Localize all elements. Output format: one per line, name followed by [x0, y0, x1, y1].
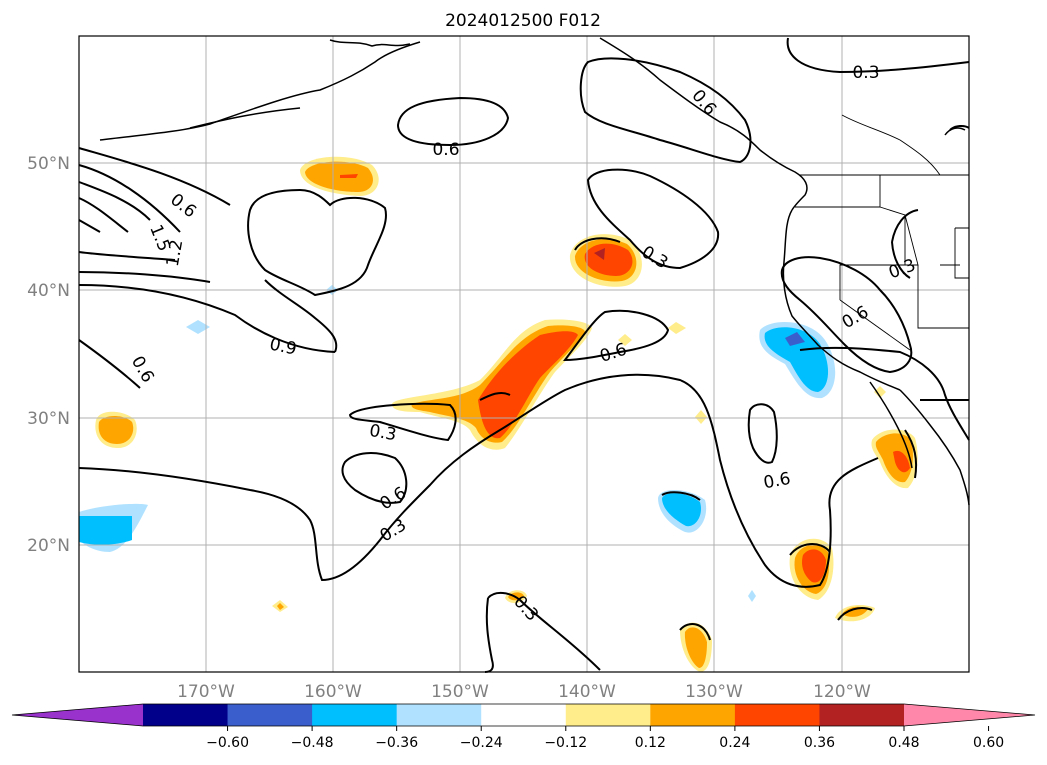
colorbar-tick-label: 0.36	[804, 735, 835, 751]
colorbar-segment	[481, 704, 567, 726]
colorbar-segment	[227, 704, 313, 726]
state-borders	[795, 114, 969, 351]
contour-label: 0.3	[852, 63, 879, 83]
colorbar-tick-label: −0.36	[375, 735, 418, 751]
colorbar-segment	[650, 704, 736, 726]
lon-label-120w: 120°W	[813, 682, 871, 702]
contour-label: 0.6	[762, 469, 792, 493]
lat-label-50n: 50°N	[27, 154, 70, 174]
positive-anomaly-140w	[569, 234, 642, 287]
colorbar-segment	[819, 704, 905, 726]
lon-label-160w: 160°W	[304, 682, 362, 702]
colorbar: −0.60 −0.48 −0.36 −0.24 −0.12 0.12 0.24 0.36 0.4…	[11, 703, 1036, 751]
colorbar-tick-label: 0.24	[719, 735, 750, 751]
colorbar-extend-low	[12, 704, 143, 726]
map-frame	[78, 35, 970, 673]
colorbar-segment	[143, 704, 229, 726]
colorbar-tick-label: −0.12	[544, 735, 587, 751]
colorbar-extend-high	[904, 704, 1035, 726]
lon-label-130w: 130°W	[685, 682, 743, 702]
figure-title: 2024012500 F012	[445, 11, 601, 31]
positive-anomaly-18n-122w	[789, 538, 834, 600]
lon-label-140w: 140°W	[558, 682, 616, 702]
lon-label-150w: 150°W	[431, 682, 489, 702]
colorbar-segment	[565, 704, 651, 726]
negative-anomaly-coast	[759, 321, 836, 399]
contour-lines	[78, 37, 970, 673]
lat-label-20n: 20°N	[27, 536, 70, 556]
contour-label: 1.2	[163, 238, 187, 268]
colorbar-tick-label: −0.48	[291, 735, 334, 751]
positive-anomaly-28n-175w	[95, 411, 137, 448]
negative-anomaly-20n-180	[79, 503, 148, 552]
colorbar-segment	[312, 704, 398, 726]
contour-label: 0.6	[432, 140, 459, 160]
positive-anomaly-baja	[871, 429, 918, 489]
coastlines	[99, 37, 970, 506]
contour-label: 0.3	[368, 421, 398, 445]
lat-label-40n: 40°N	[27, 281, 70, 301]
colorbar-tick-label: −0.60	[206, 735, 249, 751]
positive-anomaly-north-160w	[300, 156, 379, 196]
colorbar-tick-label: 0.60	[973, 735, 1004, 751]
shaded-field	[79, 156, 918, 672]
colorbar-outline	[11, 703, 1036, 727]
lat-labels: 50°N 40°N 30°N 20°N	[27, 154, 70, 556]
lon-label-170w: 170°W	[177, 682, 235, 702]
colorbar-tick-label: −0.24	[460, 735, 503, 751]
lat-label-30n: 30°N	[27, 409, 70, 429]
colorbar-segment	[734, 704, 820, 726]
lon-labels: 170°W 160°W 150°W 140°W 130°W 120°W	[177, 682, 871, 702]
colorbar-tick-label: 0.48	[888, 735, 919, 751]
negative-anomaly-22n-133w	[658, 489, 707, 533]
colorbar-tick-label: 0.12	[635, 735, 666, 751]
colorbar-segment	[396, 704, 482, 726]
